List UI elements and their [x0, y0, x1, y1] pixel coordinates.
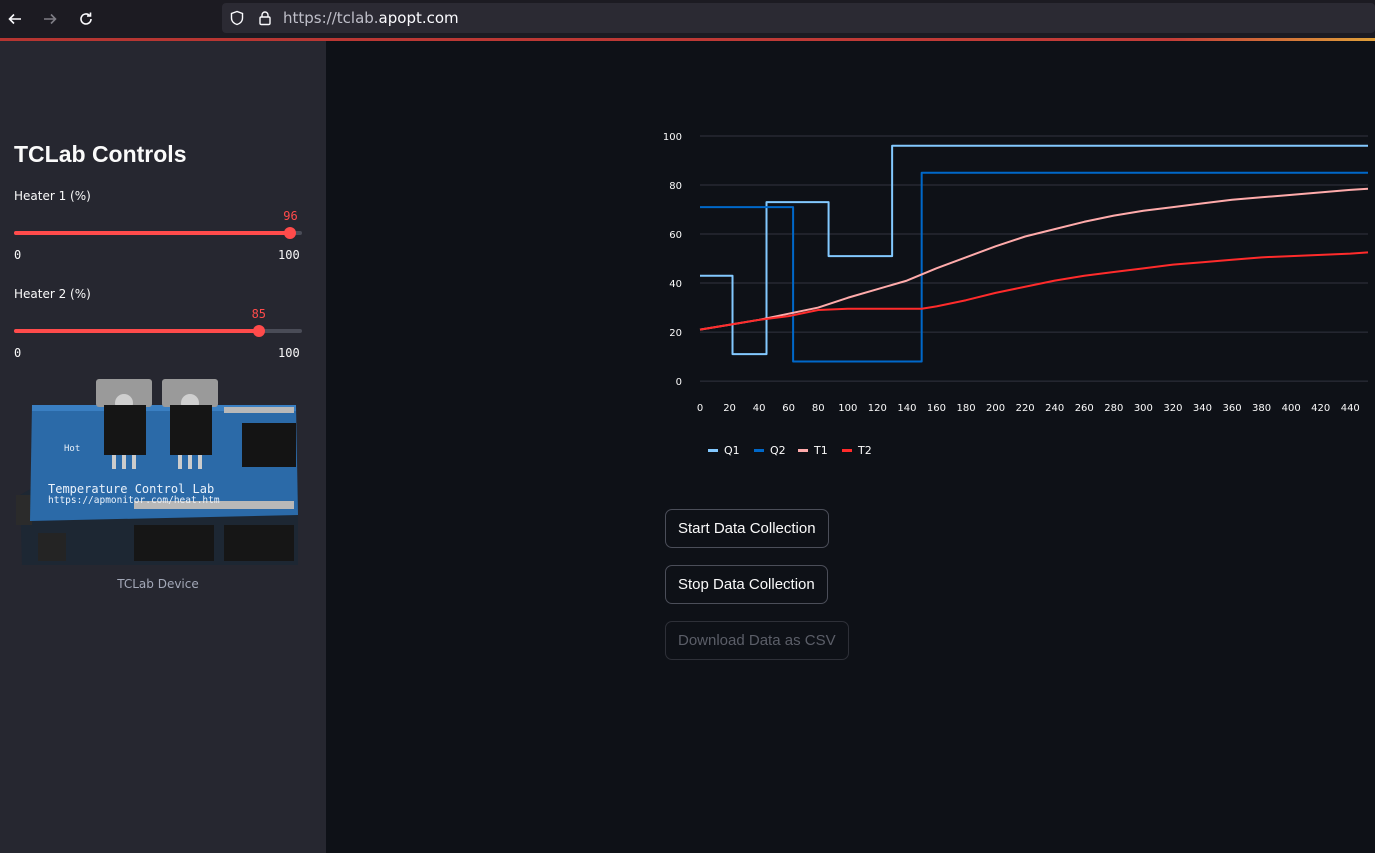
heater1-slider-thumb[interactable]	[284, 227, 297, 239]
heater2-label: Heater 2 (%)	[14, 287, 91, 301]
heater2-value: 85	[251, 307, 267, 321]
sidebar-title: TCLab Controls	[14, 141, 187, 167]
x-tick-label: 260	[1075, 403, 1094, 414]
back-button[interactable]	[2, 6, 28, 32]
x-tick-label: 440	[1341, 403, 1360, 414]
x-tick-label: 60	[782, 403, 795, 414]
stop-data-collection-button[interactable]: Stop Data Collection	[665, 565, 828, 604]
sidebar: TCLab Controls Heater 1 (%) 96 0 100 Hea…	[0, 41, 326, 853]
y-tick-label: 40	[669, 279, 682, 290]
y-tick-label: 100	[663, 132, 682, 143]
heater2-max: 100	[278, 346, 300, 360]
heater2-min: 0	[14, 346, 22, 360]
legend-label-t1[interactable]: T1	[813, 444, 828, 457]
legend-swatch-t2[interactable]	[842, 449, 852, 452]
x-tick-label: 400	[1282, 403, 1301, 414]
heater1-label: Heater 1 (%)	[14, 189, 91, 203]
series-line-t1[interactable]	[699, 187, 1369, 331]
url-prefix: https://tclab.	[283, 9, 379, 27]
tclab-device-image: Hot Temperature Control Lab https://apmo…	[16, 379, 298, 565]
heater1-slider-fill	[14, 231, 291, 235]
x-tick-label: 420	[1311, 403, 1330, 414]
x-tick-label: 360	[1222, 403, 1241, 414]
browser-toolbar: https://tclab.apopt.com	[0, 0, 1375, 38]
x-tick-label: 80	[812, 403, 825, 414]
heater2-slider-thumb[interactable]	[252, 325, 265, 337]
board-url-text: https://apmonitor.com/heat.htm	[48, 495, 220, 506]
download-csv-button[interactable]: Download Data as CSV	[665, 621, 849, 660]
x-tick-label: 120	[868, 403, 887, 414]
page-load-accent	[0, 38, 1375, 41]
x-tick-label: 220	[1016, 403, 1035, 414]
address-bar[interactable]	[222, 3, 1375, 33]
start-data-collection-button[interactable]: Start Data Collection	[665, 509, 829, 548]
shield-icon[interactable]	[229, 10, 245, 26]
legend-swatch-t1[interactable]	[798, 449, 808, 452]
y-tick-label: 0	[676, 377, 682, 388]
x-tick-label: 380	[1252, 403, 1271, 414]
temperature-heater-chart[interactable]: 0 20 40 60 80 100 0 20 40 60 80 100 120 140 160 180 200 2…	[654, 128, 1375, 468]
forward-arrow-icon	[44, 13, 57, 25]
x-tick-label: 280	[1104, 403, 1123, 414]
x-tick-label: 100	[838, 403, 857, 414]
series-line-t2[interactable]	[699, 251, 1369, 331]
heater1-min: 0	[14, 248, 22, 262]
series-line-q1[interactable]	[700, 144, 1368, 356]
heater2-slider[interactable]	[14, 325, 302, 337]
forward-button[interactable]	[37, 6, 63, 32]
heater1-slider[interactable]	[14, 227, 302, 239]
x-tick-label: 160	[927, 403, 946, 414]
x-tick-label: 200	[986, 403, 1005, 414]
reload-button[interactable]	[73, 6, 99, 32]
image-caption: TCLab Device	[117, 577, 199, 591]
x-tick-label: 140	[897, 403, 916, 414]
x-tick-label: 40	[753, 403, 766, 414]
heater1-max: 100	[278, 248, 300, 262]
y-tick-label: 80	[669, 181, 682, 192]
series-line-q2[interactable]	[700, 171, 1368, 363]
url-domain: apopt.com	[378, 9, 459, 27]
legend-swatch-q1[interactable]	[708, 449, 718, 452]
back-arrow-icon	[8, 13, 21, 25]
heater2-slider-fill	[14, 329, 259, 333]
legend-label-q1[interactable]: Q1	[724, 444, 740, 457]
board-hot-label: Hot	[64, 444, 80, 454]
lock-icon[interactable]	[257, 10, 273, 26]
x-tick-label: 240	[1045, 403, 1064, 414]
y-tick-label: 20	[669, 328, 682, 339]
legend-label-q2[interactable]: Q2	[770, 444, 786, 457]
x-tick-label: 180	[956, 403, 975, 414]
legend-swatch-q2[interactable]	[754, 449, 764, 452]
x-tick-label: 320	[1163, 403, 1182, 414]
main-content	[326, 41, 1375, 853]
board-title-text: Temperature Control Lab	[48, 482, 214, 496]
x-tick-label: 340	[1193, 403, 1212, 414]
y-tick-label: 60	[669, 230, 682, 241]
url-text[interactable]: https://tclab.apopt.com	[283, 9, 459, 27]
legend-label-t2[interactable]: T2	[857, 444, 872, 457]
x-tick-label: 300	[1134, 403, 1153, 414]
reload-icon	[80, 12, 92, 25]
heater1-value: 96	[283, 209, 298, 223]
x-tick-label: 0	[697, 403, 703, 414]
x-tick-label: 20	[723, 403, 736, 414]
